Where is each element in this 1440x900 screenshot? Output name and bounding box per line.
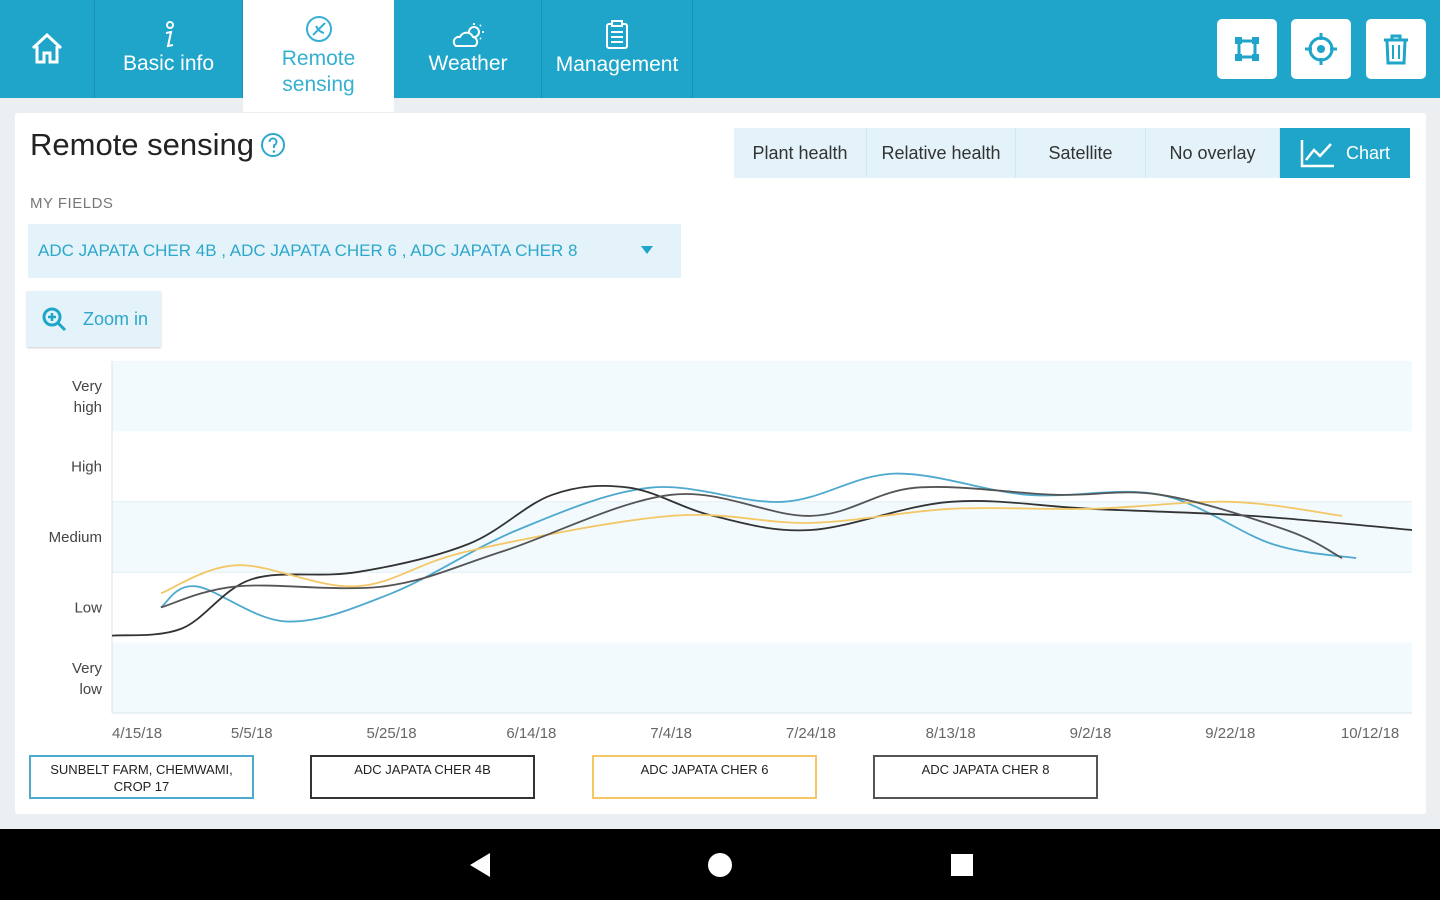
chart-band — [112, 431, 1412, 502]
fields-dropdown-value: ADC JAPATA CHER 4B , ADC JAPATA CHER 6 ,… — [38, 241, 578, 260]
my-fields-label: MY FIELDS — [30, 195, 114, 212]
series-line-adc-japata-cher-8 — [160, 486, 1343, 609]
x-tick-label: 8/13/18 — [926, 725, 976, 742]
x-tick-label: 7/24/18 — [786, 725, 836, 742]
x-tick-label: 7/4/18 — [650, 725, 692, 742]
recents-square-icon — [951, 853, 973, 876]
polygon-draw-icon — [1235, 37, 1259, 61]
series-line-adc-japata-cher-6 — [160, 500, 1343, 595]
health-line-chart: Very high High Medium Low Very low 4/15/18 5/5/1… — [49, 361, 1413, 742]
chart-button[interactable]: Chart — [1280, 128, 1410, 178]
x-tick-label: 9/22/18 — [1205, 725, 1255, 742]
tab-remote-sensing[interactable]: Remote sensing — [243, 0, 394, 112]
x-tick-label: 5/5/18 — [231, 725, 273, 742]
line-chart-icon — [1300, 140, 1334, 168]
y-tick-label: Very high — [72, 378, 103, 416]
relative-health-button[interactable]: Relative health — [867, 128, 1016, 178]
legend-item-cher-4b[interactable]: ADC JAPATA CHER 4B — [310, 755, 535, 799]
info-icon — [165, 21, 174, 48]
tab-basic-info[interactable]: Basic info — [95, 0, 242, 98]
delete-button[interactable] — [1366, 19, 1426, 79]
overlay-selector: Plant health Relative health Satellite N… — [734, 128, 1410, 178]
tab-label: Management — [555, 53, 679, 76]
y-tick-label: Medium — [49, 529, 102, 546]
legend-item-sunbelt[interactable]: SUNBELT FARM, CHEMWAMI, CROP 17 — [29, 755, 254, 799]
zoom-in-button[interactable]: Zoom in — [27, 291, 161, 347]
help-icon[interactable] — [260, 132, 286, 158]
tab-weather[interactable]: Weather — [395, 0, 541, 98]
y-tick-label: High — [71, 459, 102, 476]
x-tick-label: 9/2/18 — [1070, 725, 1112, 742]
tab-label: Weather — [428, 52, 508, 75]
crosshair-icon — [1305, 33, 1337, 65]
tab-management[interactable]: Management — [542, 0, 692, 98]
x-tick-label: 10/12/18 — [1341, 725, 1399, 742]
home-circle-icon — [708, 852, 732, 877]
locate-button[interactable] — [1291, 19, 1351, 79]
cloud-sun-icon — [452, 23, 484, 47]
back-button[interactable] — [440, 829, 520, 900]
draw-field-button[interactable] — [1217, 19, 1277, 79]
trash-icon — [1384, 34, 1408, 65]
page-title: Remote sensing — [30, 127, 286, 163]
y-tick-label: Low — [74, 599, 102, 616]
y-tick-label: Very low — [72, 660, 103, 698]
clipboard-icon — [606, 20, 628, 49]
recents-button[interactable] — [922, 829, 1002, 900]
chart-band — [112, 572, 1412, 643]
zoom-in-icon — [42, 307, 67, 332]
home-icon — [31, 32, 63, 64]
remote-sensing-card: Remote sensing Plant health Relative hea… — [15, 113, 1426, 814]
tab-home[interactable] — [0, 0, 94, 98]
chart-band — [112, 501, 1412, 573]
chart-band — [112, 642, 1412, 713]
home-system-button[interactable] — [680, 829, 760, 900]
back-triangle-icon — [470, 852, 490, 877]
x-tick-label: 4/15/18 — [112, 725, 162, 742]
system-navigation-bar — [0, 829, 1440, 900]
satellite-button[interactable]: Satellite — [1016, 128, 1146, 178]
tab-label: Remote sensing — [281, 47, 356, 96]
series-line-adc-japata-cher-4b — [111, 484, 1413, 637]
legend-item-cher-6[interactable]: ADC JAPATA CHER 6 — [592, 755, 817, 799]
fields-dropdown[interactable]: ADC JAPATA CHER 4B , ADC JAPATA CHER 6 ,… — [28, 224, 681, 278]
caret-down-icon — [641, 246, 653, 254]
tab-label: Basic info — [122, 52, 215, 75]
x-tick-label: 6/14/18 — [506, 725, 556, 742]
plant-health-button[interactable]: Plant health — [734, 128, 867, 178]
no-overlay-button[interactable]: No overlay — [1146, 128, 1280, 178]
x-tick-label: 5/25/18 — [367, 725, 417, 742]
satellite-dish-icon — [305, 16, 332, 42]
chart-band — [112, 361, 1412, 432]
legend-item-cher-8[interactable]: ADC JAPATA CHER 8 — [873, 755, 1098, 799]
top-navigation-bar: Basic info Remote sensing Weather Manage… — [0, 0, 1440, 112]
